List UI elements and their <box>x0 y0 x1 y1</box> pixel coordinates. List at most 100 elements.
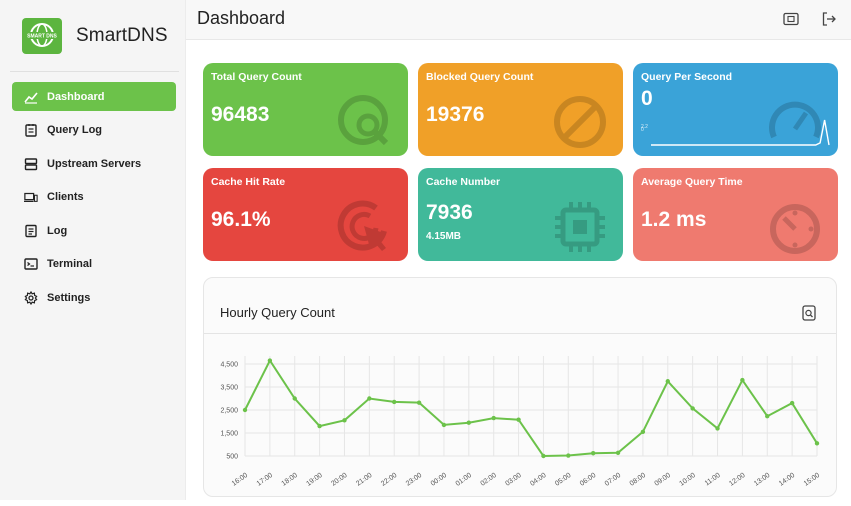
y-tick-label: 2,500 <box>220 408 238 415</box>
data-point <box>516 417 521 422</box>
x-tick-label: 21:00 <box>355 472 373 488</box>
card-cache-hit-rate: Cache Hit Rate 96.1% <box>203 168 408 261</box>
query-details-button[interactable] <box>802 305 818 321</box>
x-tick-label: 15:00 <box>803 472 821 488</box>
x-tick-label: 12:00 <box>728 472 746 488</box>
x-tick-label: 17:00 <box>256 472 274 488</box>
card-subvalue: 4.15MB <box>426 231 462 242</box>
target-cursor-icon <box>337 200 387 251</box>
sidebar-nav: Dashboard Query Log Upstream Servers Cli… <box>0 72 185 313</box>
y-tick-label: 3,500 <box>220 385 238 392</box>
log-doc-icon <box>24 224 38 238</box>
data-point <box>590 451 596 456</box>
sidebar-item-query-log[interactable]: Query Log <box>12 116 176 145</box>
data-point <box>242 407 248 413</box>
fullscreen-button[interactable] <box>782 10 800 28</box>
sidebar-item-log[interactable]: Log <box>12 216 176 245</box>
panel-divider <box>204 333 836 334</box>
terminal-icon <box>24 257 38 271</box>
data-point <box>392 399 397 405</box>
x-tick-label: 22:00 <box>380 472 398 488</box>
data-point <box>267 358 273 363</box>
logout-button[interactable] <box>820 10 838 28</box>
devices-icon <box>24 190 38 204</box>
sidebar-item-dashboard[interactable]: Dashboard <box>12 82 176 111</box>
sparkline-tick-label: 0 <box>641 127 644 133</box>
card-title: Cache Hit Rate <box>211 176 286 188</box>
sidebar-item-label: Dashboard <box>47 90 105 103</box>
series-line <box>244 358 818 458</box>
hourly-query-chart: 500 1,500 2,500 3,500 4,500 16:00 17:00 18:00 19… <box>220 356 821 488</box>
sidebar-item-label: Settings <box>47 292 91 305</box>
data-point <box>491 415 496 421</box>
smartdns-logo: SMART DNS <box>22 17 62 54</box>
x-tick-label: 08:00 <box>629 472 647 488</box>
speedometer-icon <box>769 101 821 139</box>
x-tick-label: 06:00 <box>579 472 597 488</box>
data-point <box>292 396 297 401</box>
data-point <box>566 453 571 458</box>
card-value: 0 <box>641 87 653 110</box>
list-doc-icon <box>24 123 38 137</box>
data-point <box>789 400 795 406</box>
page-title: Dashboard <box>197 8 286 28</box>
x-tick-label: 07:00 <box>604 472 622 488</box>
x-tick-label: 14:00 <box>778 472 796 488</box>
sidebar-item-label: Log <box>47 224 68 237</box>
qps-sparkline: 02.2 <box>641 119 830 146</box>
x-tick-label: 04:00 <box>529 472 547 488</box>
data-point <box>665 379 670 384</box>
sidebar-item-label: Upstream Servers <box>47 157 142 170</box>
data-point <box>690 406 695 411</box>
data-point <box>416 400 422 405</box>
server-icon <box>24 157 38 171</box>
svg-text:SMART DNS: SMART DNS <box>27 33 57 39</box>
x-tick-label: 01:00 <box>455 472 473 488</box>
x-tick-label: 13:00 <box>753 472 771 488</box>
data-point <box>715 426 720 431</box>
card-average-query-time: Average Query Time 1.2 ms <box>633 168 838 261</box>
card-title: Query Per Second <box>641 71 733 83</box>
data-point <box>740 377 745 383</box>
gear-icon <box>24 291 38 306</box>
card-title: Blocked Query Count <box>426 71 534 83</box>
logout-icon <box>822 12 836 26</box>
sparkline-line <box>651 119 830 146</box>
x-tick-label: 20:00 <box>330 472 348 488</box>
x-tick-label: 09:00 <box>654 472 672 488</box>
y-tick-label: 500 <box>226 454 238 461</box>
top-header: Dashboard <box>186 0 851 40</box>
sidebar: SMART DNS SmartDNS Dashboard Query Log U… <box>0 0 186 500</box>
x-tick-label: 23:00 <box>405 472 423 488</box>
data-point <box>441 422 447 428</box>
data-point <box>367 396 372 401</box>
sidebar-item-terminal[interactable]: Terminal <box>12 250 176 279</box>
card-title: Cache Number <box>426 176 501 188</box>
sparkline-tick-label: 2.2 <box>641 124 648 130</box>
y-tick-label: 4,500 <box>220 362 238 369</box>
card-value: 96.1% <box>211 208 271 231</box>
chip-icon <box>555 202 605 252</box>
data-point <box>640 429 646 435</box>
card-value: 1.2 ms <box>641 208 707 231</box>
card-value: 7936 <box>426 201 473 224</box>
hourly-query-panel: Hourly Query Count 500 1,500 2,500 3,500 4,5… <box>203 277 837 497</box>
x-tick-label: 16:00 <box>231 472 249 488</box>
sidebar-item-clients[interactable]: Clients <box>12 183 176 212</box>
globe-search-icon <box>338 95 389 146</box>
sidebar-item-label: Clients <box>47 191 84 204</box>
card-total-query-count: Total Query Count 96483 <box>203 63 408 156</box>
sidebar-item-label: Query Log <box>47 124 103 137</box>
x-tick-label: 18:00 <box>281 472 299 488</box>
data-point <box>466 420 472 425</box>
brand: SMART DNS SmartDNS <box>10 0 179 72</box>
x-tick-label: 02:00 <box>479 472 497 488</box>
x-tick-label: 00:00 <box>430 472 448 488</box>
sidebar-item-upstream-servers[interactable]: Upstream Servers <box>12 149 176 178</box>
data-point <box>615 450 621 455</box>
x-tick-label: 11:00 <box>704 472 722 488</box>
x-tick-label: 03:00 <box>504 472 522 488</box>
panel-title: Hourly Query Count <box>220 305 335 320</box>
sidebar-item-settings[interactable]: Settings <box>12 284 176 313</box>
data-point <box>765 414 770 419</box>
